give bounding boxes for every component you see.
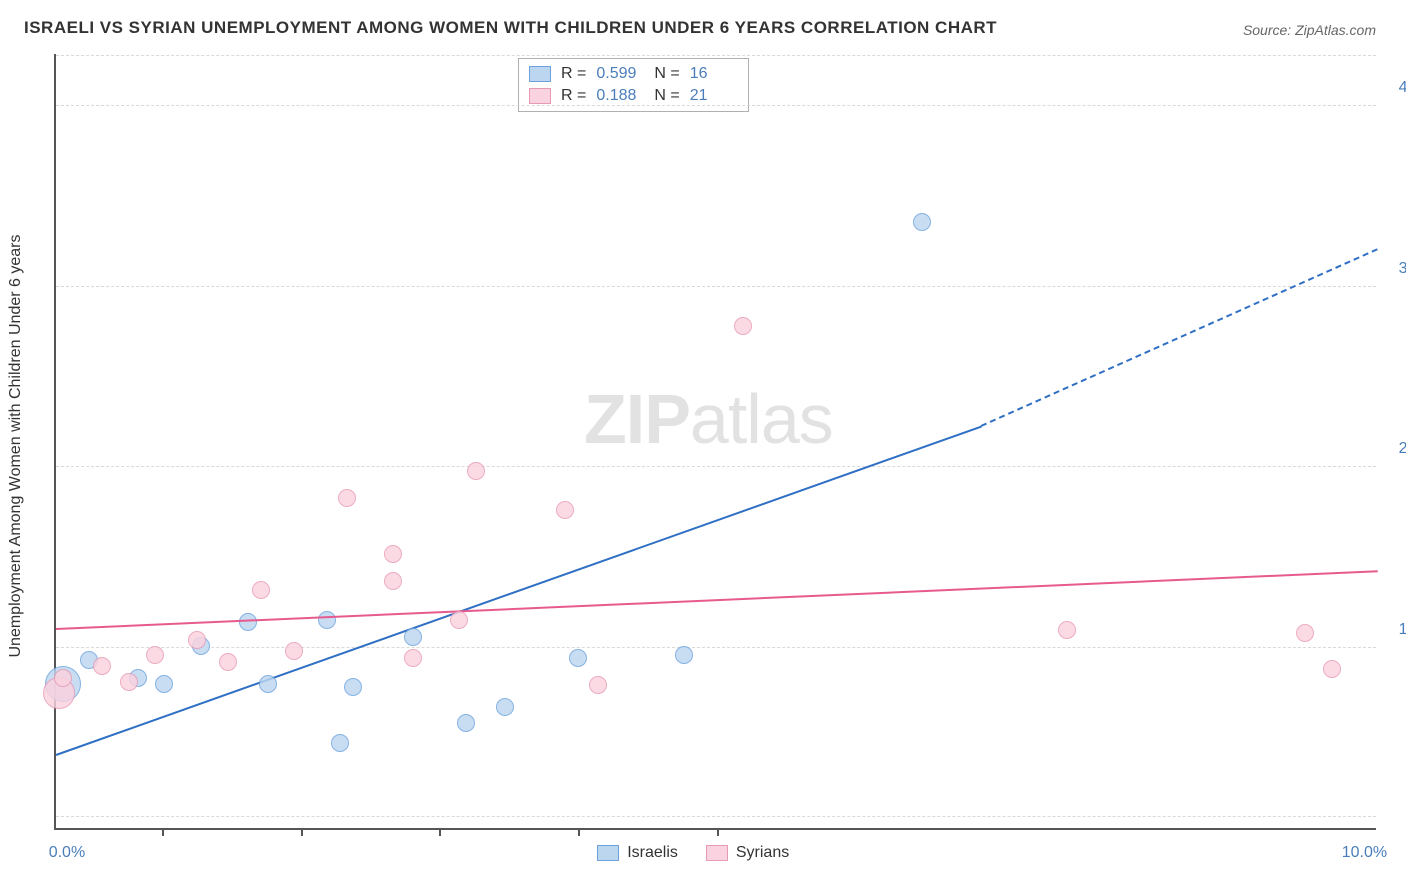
legend-label-israelis: Israelis [627,844,678,862]
data-point-syrians [338,489,356,507]
y-axis-title: Unemployment Among Women with Children U… [7,234,25,657]
stat-n-value: 16 [690,65,738,83]
data-point-israelis [259,675,277,693]
watermark-atlas: atlas [690,380,833,458]
data-point-israelis [496,698,514,716]
trendline-syrians [56,570,1378,630]
data-point-syrians [1323,660,1341,678]
data-point-syrians [146,646,164,664]
legend-swatch-syrians [706,845,728,861]
x-tick-label: 10.0% [1342,844,1387,862]
data-point-syrians [404,649,422,667]
data-point-israelis [155,675,173,693]
stats-swatch [529,88,551,104]
gridline [56,55,1376,56]
data-point-syrians [93,657,111,675]
legend-swatch-israelis [597,845,619,861]
stat-r-value: 0.188 [596,87,644,105]
data-point-syrians [120,673,138,691]
stats-row-israelis: R = 0.599 N = 16 [529,63,738,85]
data-point-syrians [1296,624,1314,642]
watermark: ZIPatlas [584,379,833,459]
data-point-syrians [734,317,752,335]
gridline [56,466,1376,467]
series-legend: Israelis Syrians [597,844,789,862]
data-point-syrians [285,642,303,660]
source-attribution: Source: ZipAtlas.com [1243,22,1376,38]
chart-title: ISRAELI VS SYRIAN UNEMPLOYMENT AMONG WOM… [24,18,997,38]
trendline-israelis [981,249,1378,428]
data-point-israelis [675,646,693,664]
legend-label-syrians: Syrians [736,844,789,862]
y-tick-label: 30.0% [1384,260,1406,278]
y-tick-label: 10.0% [1384,621,1406,639]
legend-item-israelis: Israelis [597,844,678,862]
data-point-syrians [467,462,485,480]
x-tick-label: 0.0% [49,844,85,862]
stat-r-label: R = [561,87,586,105]
data-point-syrians [219,653,237,671]
watermark-zip: ZIP [584,380,690,458]
gridline [56,647,1376,648]
x-tick [578,828,580,836]
x-tick [162,828,164,836]
data-point-israelis [344,678,362,696]
legend-item-syrians: Syrians [706,844,789,862]
data-point-syrians [589,676,607,694]
correlation-stats-box: R = 0.599 N = 16 R = 0.188 N = 21 [518,58,749,112]
stat-n-value: 21 [690,87,738,105]
stat-n-label: N = [654,65,679,83]
stat-n-label: N = [654,87,679,105]
data-point-israelis [404,628,422,646]
stat-r-label: R = [561,65,586,83]
data-point-israelis [331,734,349,752]
chart-plot-area: ZIPatlas R =0.599N =16R =0.188N =21 Isra… [54,54,1376,830]
data-point-israelis [239,613,257,631]
data-point-syrians [188,631,206,649]
trendline-israelis [56,425,982,755]
stat-r-value: 0.599 [596,65,644,83]
gridline [56,816,1376,817]
data-point-syrians [1058,621,1076,639]
gridline [56,105,1376,106]
x-tick [301,828,303,836]
stats-swatch [529,66,551,82]
y-tick-label: 40.0% [1384,79,1406,97]
data-point-syrians [54,669,72,687]
data-point-israelis [318,611,336,629]
stats-row-syrians: R = 0.188 N = 21 [529,85,738,107]
y-tick-label: 20.0% [1384,440,1406,458]
gridline [56,286,1376,287]
data-point-syrians [450,611,468,629]
data-point-syrians [556,501,574,519]
data-point-israelis [913,213,931,231]
data-point-syrians [384,572,402,590]
data-point-israelis [569,649,587,667]
data-point-syrians [384,545,402,563]
x-tick [439,828,441,836]
data-point-israelis [457,714,475,732]
data-point-syrians [252,581,270,599]
x-tick [717,828,719,836]
